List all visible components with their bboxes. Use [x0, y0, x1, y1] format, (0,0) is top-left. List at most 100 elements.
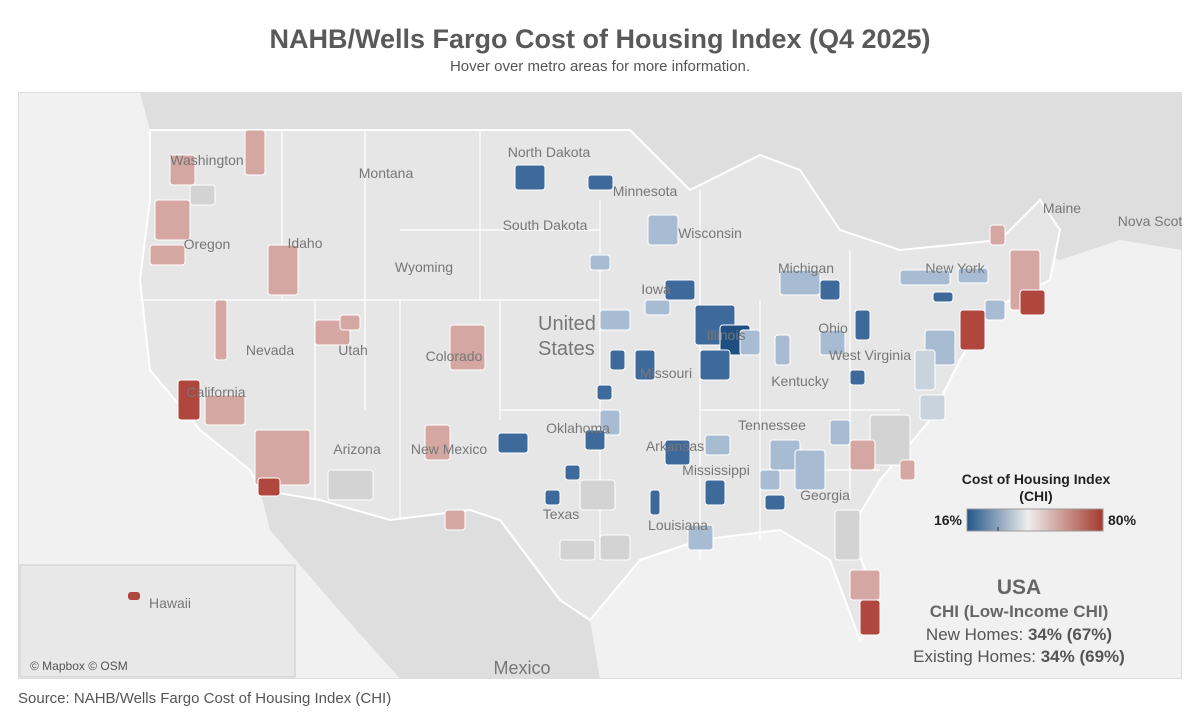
legend-min: 16%: [934, 512, 963, 528]
subtitle: Hover over metro areas for more informat…: [449, 58, 751, 75]
map-label: Louisiana: [648, 517, 708, 533]
metro-area: [759, 469, 781, 491]
metro-area: [959, 309, 986, 351]
map-label: Missouri: [640, 365, 692, 381]
mexico: [260, 490, 600, 679]
summary-region: USA: [997, 576, 1041, 599]
map-label: Nova Scot: [1118, 213, 1182, 229]
metro-area: [932, 291, 954, 303]
map-label: New York: [925, 260, 985, 276]
metro-area: [154, 199, 191, 241]
metro-area: [957, 267, 989, 284]
metro-area: [564, 464, 581, 481]
metro-area: [834, 509, 861, 561]
metro-area: [664, 279, 696, 301]
metro-area: [849, 369, 866, 386]
metro-area: [739, 329, 761, 356]
metro-area: [128, 592, 140, 600]
metro-area: [257, 477, 281, 497]
metro-area: [899, 459, 916, 481]
legend-scale: [966, 508, 1104, 532]
legend-max: 80%: [1108, 512, 1137, 528]
metro-area: [984, 299, 1006, 321]
metro-area: [634, 349, 656, 381]
metro-area: [204, 394, 246, 426]
country-label: States: [538, 338, 595, 360]
map-label: New Mexico: [411, 441, 487, 457]
metro-area: [647, 214, 679, 246]
metro-area: [704, 434, 731, 456]
summary-row: New Homes: 34% (67%): [926, 625, 1112, 644]
map-label: Maine: [1043, 200, 1081, 216]
metro-area: [919, 394, 946, 421]
title: NAHB/Wells Fargo Cost of Housing Index (…: [269, 24, 931, 54]
metro-area: [649, 489, 661, 516]
legend-title: Cost of Housing Index: [962, 471, 1111, 487]
map-label: Utah: [338, 342, 368, 358]
metro-area: [599, 534, 631, 561]
canada: [18, 92, 1182, 260]
metro-area: [687, 524, 714, 551]
metro-area: [244, 129, 266, 176]
metro-area: [589, 254, 611, 271]
metro-area: [774, 334, 791, 366]
metro-area: [559, 539, 596, 561]
metro-area: [869, 414, 911, 466]
metro-area: [584, 429, 606, 451]
metro-area: [609, 349, 626, 371]
metro-area: [544, 489, 561, 506]
metro-area: [1019, 289, 1046, 316]
map-label: Colorado: [426, 348, 483, 364]
metro-area: [899, 269, 951, 286]
metro-area: [599, 409, 621, 436]
map-label: Illinois: [707, 327, 746, 343]
map: Washington Montana North Dakota Minnesota So…: [18, 92, 1182, 679]
metro-area: [587, 174, 614, 191]
map-label: Wyoming: [395, 259, 453, 275]
country-label: United: [538, 313, 596, 335]
metro-area: [254, 429, 311, 486]
map-label: Hawaii: [149, 595, 191, 611]
metro-area: [849, 439, 876, 471]
metro-area: [579, 479, 616, 511]
map-label: Washington: [170, 152, 243, 168]
metro-area: [914, 349, 936, 391]
map-label: Arizona: [333, 441, 381, 457]
metro-area: [339, 314, 361, 331]
metro-area: [704, 479, 726, 506]
map-label: Montana: [359, 165, 414, 181]
map-label: Mississippi: [682, 462, 750, 478]
map-label: Nevada: [246, 342, 294, 358]
row-label: Existing Homes:: [913, 647, 1036, 666]
map-label: Kentucky: [771, 373, 829, 389]
map-label: California: [186, 384, 245, 400]
metro-area: [854, 309, 871, 341]
metro-areas: [128, 129, 1046, 636]
metro-area: [149, 244, 186, 266]
metro-area: [596, 384, 613, 401]
metro-area: [189, 184, 216, 206]
metro-area: [327, 469, 374, 501]
row-label: New Homes:: [926, 625, 1023, 644]
metro-area: [449, 324, 486, 371]
map-label: Ohio: [818, 320, 848, 336]
map-label: South Dakota: [503, 217, 588, 233]
metro-area: [819, 329, 846, 356]
metro-area: [859, 599, 881, 636]
map-label: Iowa: [641, 281, 671, 297]
row-value: 34% (69%): [1041, 647, 1125, 666]
map-label: Tennessee: [738, 417, 806, 433]
metro-area: [514, 164, 546, 191]
metro-area: [829, 419, 851, 446]
metro-area: [764, 494, 786, 511]
metro-area: [169, 154, 196, 186]
metro-area: [599, 309, 631, 331]
map-label: Michigan: [778, 260, 834, 276]
row-value: 34% (67%): [1028, 625, 1112, 644]
metro-area: [794, 449, 826, 491]
map-label: Texas: [543, 506, 580, 522]
map-label: Arkansas: [646, 438, 704, 454]
metro-area: [849, 569, 881, 601]
summary-subtitle: CHI (Low-Income CHI): [930, 602, 1109, 621]
